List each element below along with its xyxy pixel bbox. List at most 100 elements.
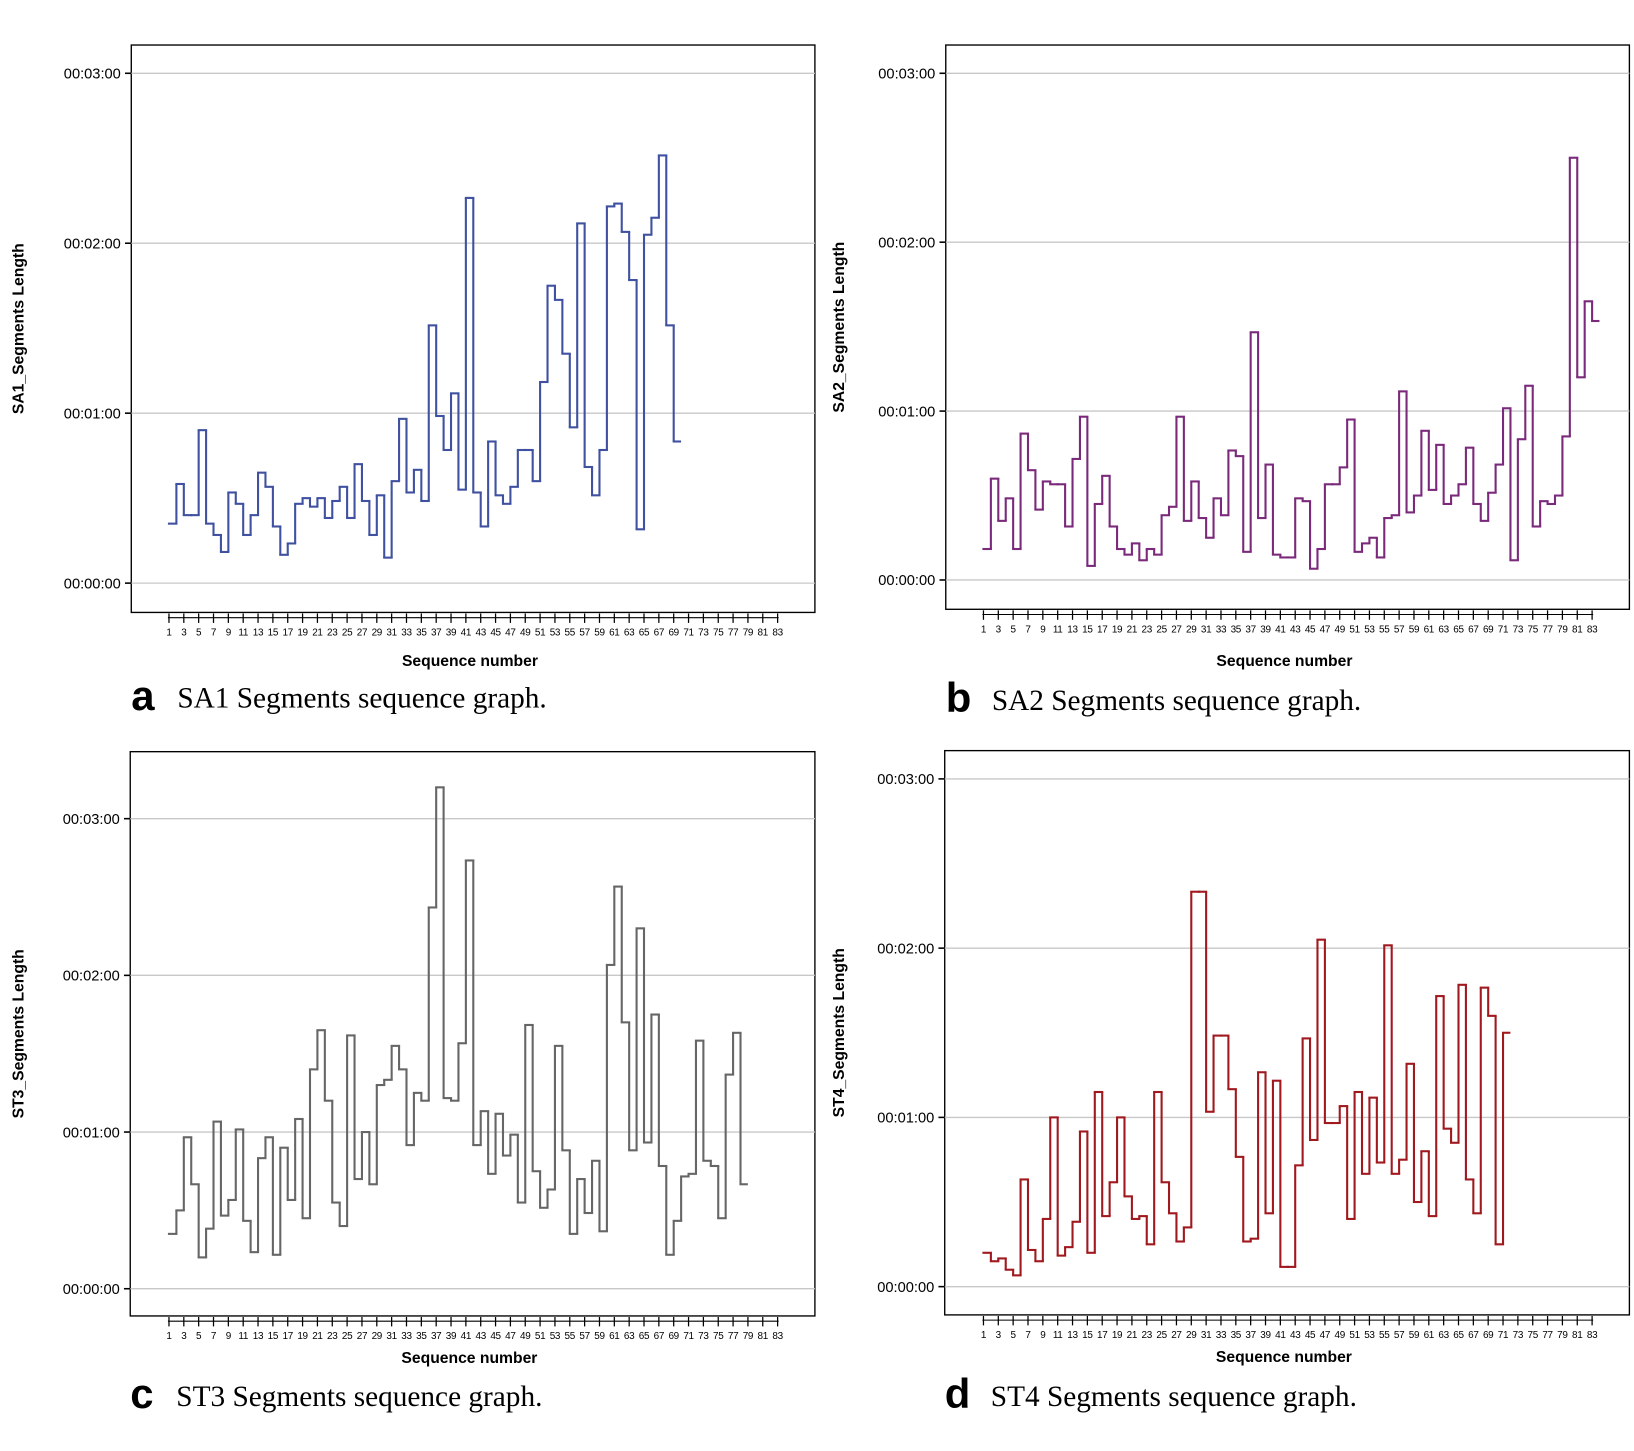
x-tick-label: 25 <box>342 627 353 638</box>
x-tick-label: 77 <box>1542 624 1553 635</box>
y-tick-label: 00:02:00 <box>63 969 120 985</box>
x-tick-label: 13 <box>1067 1330 1078 1341</box>
x-tick-label: 61 <box>609 627 620 638</box>
x-tick-label: 5 <box>1011 624 1017 635</box>
plot-area <box>945 44 1631 610</box>
x-tick-label: 9 <box>226 627 232 638</box>
x-tick-label: 23 <box>1142 624 1153 635</box>
x-tick-label: 17 <box>1097 1330 1108 1341</box>
x-tick-label: 23 <box>327 1331 338 1342</box>
x-tick-label: 1 <box>166 627 172 638</box>
y-tick-label: 00:03:00 <box>63 812 120 828</box>
x-tick-label: 79 <box>1557 1330 1568 1341</box>
x-tick-label: 41 <box>461 1331 472 1342</box>
x-tick-label: 67 <box>654 1331 665 1342</box>
x-tick-label: 33 <box>1216 624 1227 635</box>
x-tick-label: 63 <box>1438 1330 1449 1341</box>
y-axis-label: ST4_Segments Length <box>831 948 848 1117</box>
caption-letter: b <box>946 674 972 721</box>
x-tick-label: 79 <box>743 1331 754 1342</box>
x-tick-label: 23 <box>1142 1330 1153 1341</box>
x-tick-label: 65 <box>639 1331 650 1342</box>
x-tick-label: 19 <box>297 1331 308 1342</box>
x-tick-label: 59 <box>1409 624 1420 635</box>
x-tick-label: 57 <box>1394 624 1405 635</box>
x-tick-label: 25 <box>342 1331 353 1342</box>
y-tick-label: 00:01:00 <box>877 1111 934 1127</box>
series-b <box>982 156 1600 570</box>
x-tick-label: 63 <box>1438 624 1449 635</box>
x-tick-label: 41 <box>461 627 472 638</box>
x-tick-label: 65 <box>1453 624 1464 635</box>
x-tick-label: 17 <box>283 627 294 638</box>
x-tick-label: 71 <box>683 1331 694 1342</box>
x-tick-label: 13 <box>253 627 264 638</box>
x-tick-label: 45 <box>490 1331 501 1342</box>
x-tick-label: 81 <box>758 1331 769 1342</box>
x-tick-label: 57 <box>579 1331 590 1342</box>
y-tick-label: 00:01:00 <box>63 1125 120 1141</box>
x-tick-label: 11 <box>238 1331 248 1342</box>
x-tick-label: 19 <box>1112 1330 1123 1341</box>
x-tick-label: 79 <box>743 627 754 638</box>
x-tick-label: 51 <box>1349 1330 1360 1341</box>
x-tick-label: 7 <box>211 627 217 638</box>
x-tick-label: 37 <box>431 1331 442 1342</box>
x-tick-label: 57 <box>579 627 590 638</box>
x-tick-label: 45 <box>1305 1330 1316 1341</box>
x-tick-label: 73 <box>1513 1330 1524 1341</box>
x-tick-label: 71 <box>1498 624 1509 635</box>
x-tick-label: 75 <box>1528 1330 1539 1341</box>
x-tick-label: 71 <box>683 627 694 638</box>
series-c <box>167 786 748 1259</box>
x-tick-label: 31 <box>1201 624 1212 635</box>
x-tick-label: 69 <box>668 1331 679 1342</box>
x-tick-label: 43 <box>475 627 486 638</box>
x-tick-label: 83 <box>1587 1330 1598 1341</box>
x-tick-label: 63 <box>624 1331 635 1342</box>
x-tick-label: 49 <box>520 1331 531 1342</box>
x-tick-label: 31 <box>386 1331 397 1342</box>
y-axis-label: ST3_Segments Length <box>10 949 27 1118</box>
x-tick-label: 7 <box>211 1331 217 1342</box>
x-tick-label: 3 <box>181 1331 187 1342</box>
series-d <box>982 890 1511 1277</box>
x-tick-label: 21 <box>312 1331 323 1342</box>
x-axis-label: Sequence number <box>401 1350 537 1367</box>
x-tick-label: 51 <box>1349 624 1360 635</box>
x-tick-label: 13 <box>253 1331 264 1342</box>
x-tick-label: 35 <box>1231 1330 1242 1341</box>
x-tick-label: 25 <box>1156 1330 1167 1341</box>
x-tick-label: 43 <box>1290 624 1301 635</box>
y-tick-label: 00:02:00 <box>64 236 121 252</box>
y-tick-label: 00:00:00 <box>63 1282 120 1298</box>
x-tick-label: 29 <box>372 1331 383 1342</box>
caption-text: ST3 Segments sequence graph. <box>176 1381 542 1413</box>
x-tick-label: 13 <box>1067 624 1078 635</box>
x-tick-label: 27 <box>357 627 368 638</box>
x-tick-label: 3 <box>996 1330 1002 1341</box>
series-a <box>167 154 682 559</box>
y-axis-label: SA2_Segments Length <box>831 242 848 413</box>
x-tick-label: 43 <box>1290 1330 1301 1341</box>
x-tick-label: 59 <box>594 627 605 638</box>
x-tick-label: 81 <box>1572 1330 1583 1341</box>
x-tick-label: 7 <box>1025 1330 1031 1341</box>
x-tick-label: 81 <box>758 627 769 638</box>
x-tick-label: 21 <box>1127 624 1138 635</box>
x-tick-label: 81 <box>1572 624 1583 635</box>
x-tick-label: 59 <box>1409 1330 1420 1341</box>
x-tick-label: 29 <box>1186 624 1197 635</box>
x-tick-label: 79 <box>1557 624 1568 635</box>
x-tick-label: 29 <box>1186 1330 1197 1341</box>
y-tick-label: 00:00:00 <box>878 573 935 589</box>
caption-text: ST4 Segments sequence graph. <box>991 1381 1357 1413</box>
x-tick-label: 75 <box>713 1331 724 1342</box>
x-tick-label: 73 <box>698 1331 709 1342</box>
x-tick-label: 53 <box>1364 624 1375 635</box>
x-tick-label: 47 <box>505 627 516 638</box>
